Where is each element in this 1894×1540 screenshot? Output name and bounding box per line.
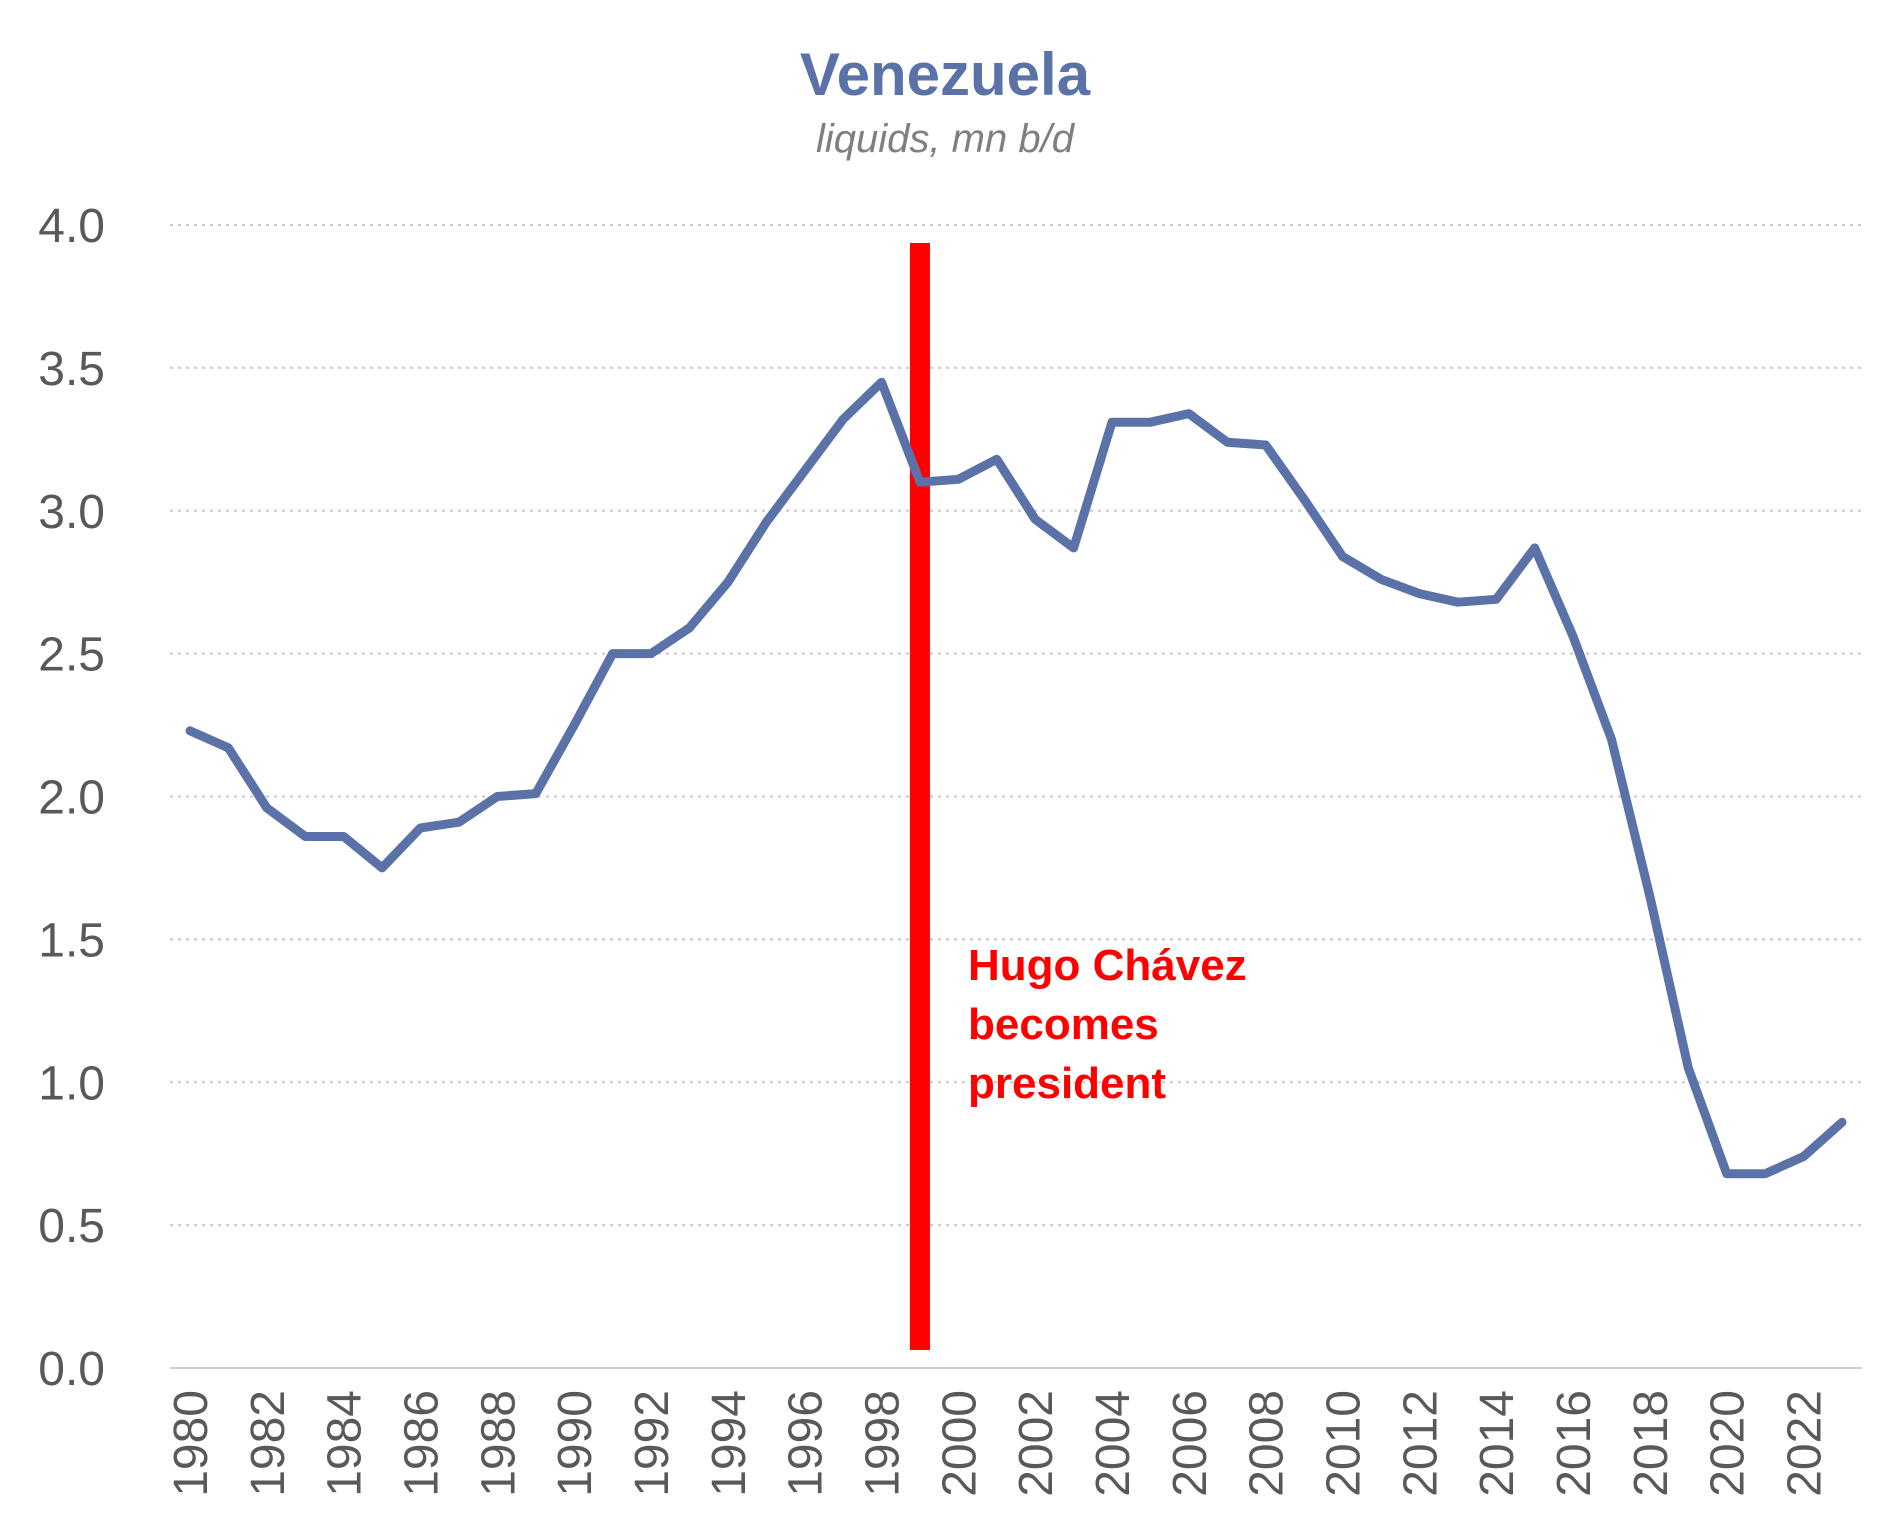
x-tick-label: 2016	[1548, 1390, 1601, 1497]
y-tick-label: 3.0	[38, 486, 105, 539]
y-axis-tick-labels: 0.0 0.5 1.0 1.5 2.0 2.5 3.0 3.5 4.0	[38, 200, 105, 1396]
x-tick-label: 2000	[933, 1390, 986, 1497]
x-tick-label: 1992	[626, 1390, 679, 1497]
x-tick-label: 1984	[319, 1390, 372, 1497]
x-tick-label: 2008	[1241, 1390, 1294, 1497]
annotation: Hugo Chávez becomes president	[909, 243, 1247, 1350]
x-tick-label: 2002	[1010, 1390, 1063, 1497]
y-tick-label: 3.5	[38, 343, 105, 396]
x-tick-label: 1982	[242, 1390, 295, 1497]
annotation-text: becomes	[968, 1000, 1159, 1049]
x-tick-label: 1988	[472, 1390, 525, 1497]
x-tick-label: 2022	[1779, 1390, 1832, 1497]
y-tick-label: 1.5	[38, 914, 105, 967]
x-tick-label: 1990	[549, 1390, 602, 1497]
x-tick-label: 2018	[1625, 1390, 1678, 1497]
y-tick-label: 1.0	[38, 1057, 105, 1110]
y-tick-label: 4.0	[38, 200, 105, 253]
annotation-text: president	[968, 1059, 1166, 1108]
x-tick-label: 2006	[1164, 1390, 1217, 1497]
x-tick-label: 1998	[857, 1390, 910, 1497]
annotation-text: Hugo Chávez	[968, 941, 1247, 990]
x-tick-label: 1986	[396, 1390, 449, 1497]
series-layer	[185, 377, 1847, 1179]
y-tick-label: 2.5	[38, 629, 105, 682]
x-tick-label: 2004	[1087, 1390, 1140, 1497]
x-axis-tick-labels: 1980 1982 1984 1986 1988 1990 1992 1994 1996 1998…	[165, 1390, 1832, 1497]
x-tick-label: 2014	[1471, 1390, 1524, 1497]
x-tick-label: 2020	[1702, 1390, 1755, 1497]
chart-subtitle: liquids, mn b/d	[816, 117, 1076, 161]
x-tick-label: 1994	[703, 1390, 756, 1497]
y-tick-label: 0.0	[38, 1343, 105, 1396]
y-tick-label: 2.0	[38, 772, 105, 825]
gridlines	[170, 224, 1862, 1369]
x-tick-label: 2010	[1318, 1390, 1371, 1497]
x-tick-label: 1980	[165, 1390, 218, 1497]
series-line	[185, 377, 1847, 1179]
chart-title: Venezuela	[800, 41, 1091, 108]
y-tick-label: 0.5	[38, 1200, 105, 1253]
x-tick-label: 1996	[780, 1390, 833, 1497]
x-tick-label: 2012	[1394, 1390, 1447, 1497]
